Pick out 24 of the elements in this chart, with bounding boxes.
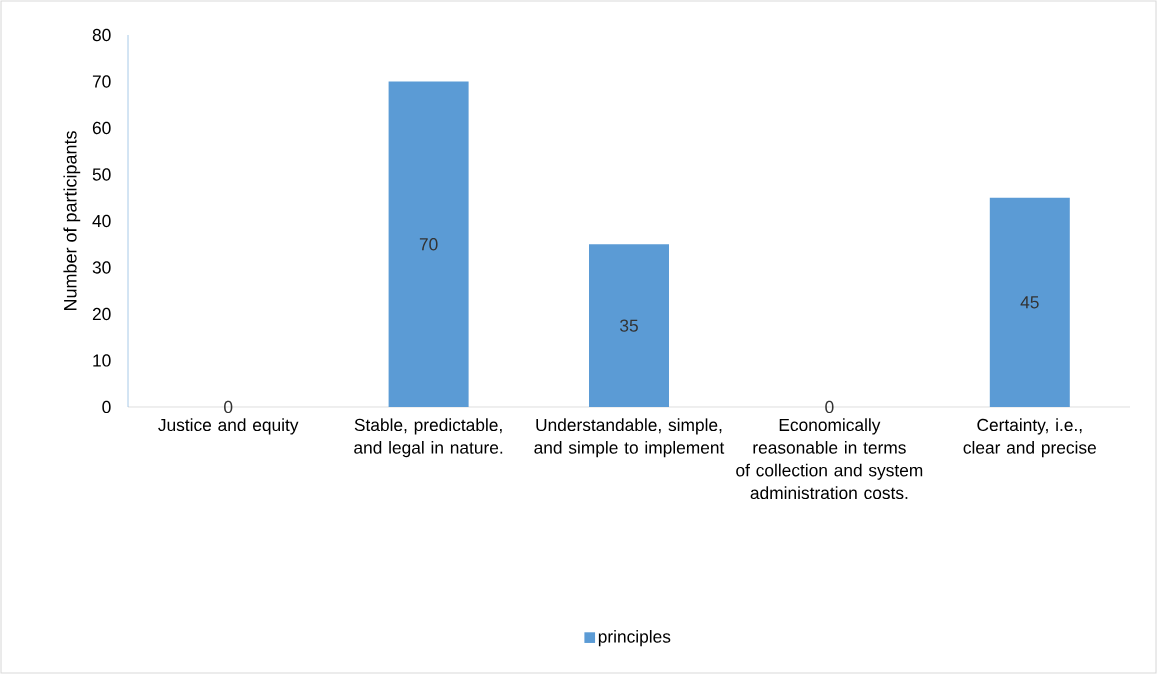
y-tick-label: 60 bbox=[92, 121, 111, 135]
legend-label: principles bbox=[598, 630, 671, 647]
bar bbox=[589, 244, 669, 407]
y-tick-label: 50 bbox=[92, 168, 111, 181]
y-axis-title: Number of participants bbox=[63, 131, 81, 311]
x-tick-label: Certainty, i.e., clear and precise bbox=[963, 418, 1096, 458]
x-tick-label: Understandable, simple, and simple to implement bbox=[534, 418, 725, 458]
data-label: 0 bbox=[825, 400, 834, 414]
bar bbox=[388, 81, 469, 407]
data-label: 45 bbox=[1020, 296, 1039, 309]
data-label: 0 bbox=[224, 400, 233, 414]
data-label: 35 bbox=[620, 319, 638, 332]
y-tick-label: 10 bbox=[93, 354, 111, 367]
x-tick-label: Justice and equity bbox=[158, 418, 299, 435]
y-tick-label: 0 bbox=[102, 400, 111, 414]
y-tick-label: 40 bbox=[92, 214, 111, 228]
data-label: 70 bbox=[419, 238, 438, 251]
bar bbox=[989, 197, 1070, 407]
y-tick-label: 30 bbox=[92, 261, 111, 274]
x-tick-label: Economically reasonable in terms of collection and system administration costs. bbox=[736, 418, 923, 500]
y-tick-label: 80 bbox=[92, 28, 111, 42]
y-tick-label: 70 bbox=[92, 75, 111, 88]
x-tick-label: Stable, predictable, and legal in nature. bbox=[354, 418, 503, 458]
y-tick-label: 20 bbox=[92, 307, 111, 321]
